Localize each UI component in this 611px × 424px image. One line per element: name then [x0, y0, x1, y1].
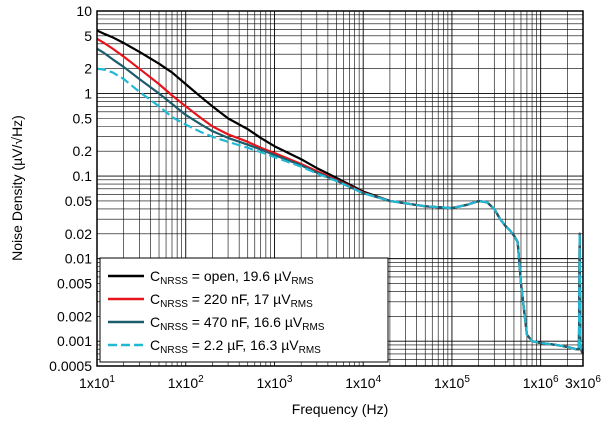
y-tick-label: 0.01: [65, 251, 92, 267]
y-tick-label: 10: [76, 3, 92, 19]
y-tick-labels: 10 5 2 1 0.5 0.2 0.1 0.05 0.02 0.01 0.005 0.002 0.00…: [49, 3, 92, 374]
x-tick-label: 1x106: [523, 374, 559, 391]
y-tick-label: 0.05: [65, 193, 92, 209]
x-tick-label: 3x106: [565, 374, 601, 391]
legend: CNRSS = open, 19.6 µVRMS CNRSS = 220 nF, …: [99, 257, 389, 363]
y-tick-label: 0.001: [57, 333, 92, 349]
legend-entry-3: CNRSS = 470 nF, 16.6 µVRMS: [150, 314, 325, 333]
y-tick-label: 2: [84, 61, 92, 77]
x-tick-label: 1x101: [79, 374, 115, 391]
y-tick-label: 0.02: [65, 226, 92, 242]
series-line-4: [96, 67, 584, 355]
legend-entry-2: CNRSS = 220 nF, 17 µVRMS: [150, 291, 313, 310]
y-tick-label: 0.002: [57, 308, 92, 324]
y-tick-label: 0.5: [73, 110, 93, 126]
series-lines: [96, 29, 584, 355]
legend-box: [99, 257, 389, 363]
x-tick-label: 1x103: [257, 374, 293, 391]
legend-entry-1: CNRSS = open, 19.6 µVRMS: [150, 268, 314, 287]
y-tick-label: 1: [84, 86, 92, 102]
y-tick-label: 5: [84, 28, 92, 44]
y-axis-title: Noise Density (µV/√Hz): [9, 115, 25, 261]
y-tick-label: 0.005: [57, 275, 92, 291]
x-tick-label: 1x102: [168, 374, 204, 391]
legend-entry-4: CNRSS = 2.2 µF, 16.3 µVRMS: [150, 337, 321, 356]
x-tick-labels: 1x101 1x102 1x103 1x104 1x105 1x106 3x106: [79, 374, 601, 391]
x-tick-label: 1x105: [434, 374, 470, 391]
y-tick-label: 0.2: [73, 143, 93, 159]
y-tick-label: 0.0005: [49, 358, 92, 374]
plot-frame: [96, 10, 584, 367]
x-tick-label: 1x104: [345, 374, 381, 391]
x-axis-title: Frequency (Hz): [292, 401, 388, 417]
y-tick-label: 0.1: [73, 168, 93, 184]
